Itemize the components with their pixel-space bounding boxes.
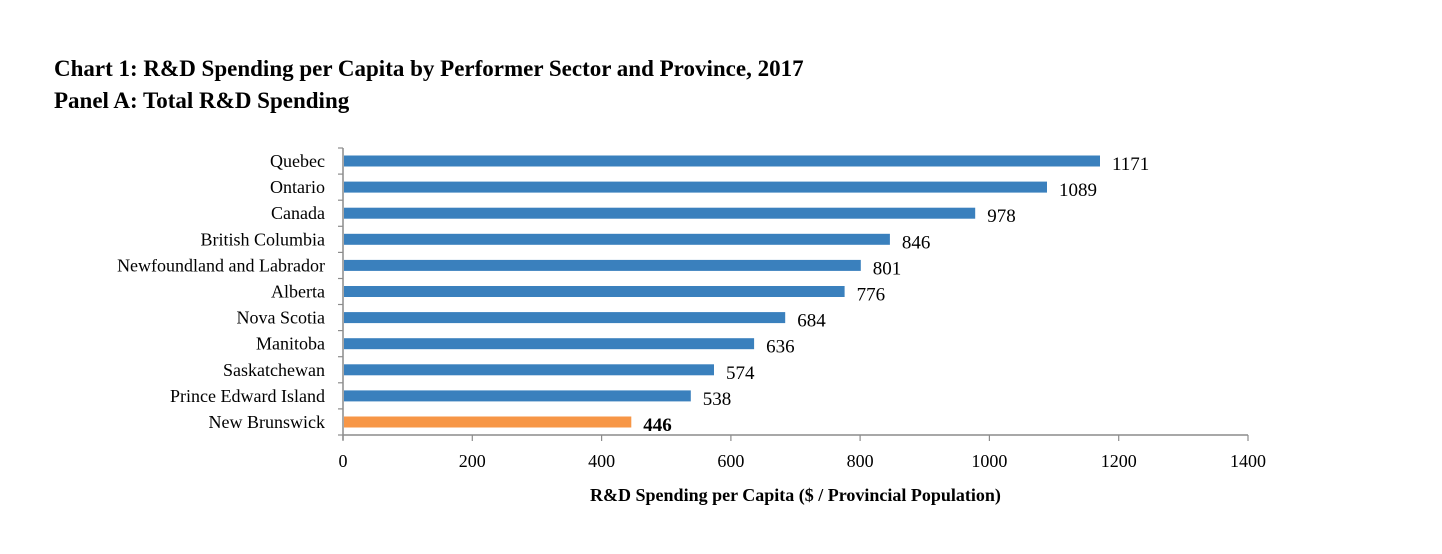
data-label: 636 [766, 337, 795, 358]
category-label: Manitoba [256, 334, 325, 354]
bar-saskatchewan [344, 364, 714, 376]
chart-subtitle: Panel A: Total R&D Spending [54, 88, 350, 113]
x-tick-label: 1200 [1101, 451, 1137, 471]
category-label: Newfoundland and Labrador [117, 255, 325, 275]
bar-newfoundland-and-labrador [344, 259, 861, 271]
category-labels: Quebec Ontario Canada British Columbia Newfo… [117, 151, 325, 432]
category-label: Alberta [271, 282, 325, 302]
x-tick-label: 600 [717, 451, 744, 471]
chart-title: Chart 1: R&D Spending per Capita by Perf… [54, 56, 804, 81]
category-label: Ontario [270, 177, 325, 197]
x-tick-labels: 0 200 400 600 800 1000 1200 1400 [339, 451, 1267, 471]
data-label: 1089 [1059, 180, 1097, 201]
x-tick-label: 400 [588, 451, 615, 471]
x-tick-label: 800 [847, 451, 874, 471]
bar-british-columbia [344, 233, 890, 245]
axes [338, 147, 1249, 441]
x-tick-label: 1000 [971, 451, 1007, 471]
category-label: British Columbia [200, 229, 325, 249]
bar-alberta [344, 286, 845, 297]
data-label: 574 [726, 363, 755, 384]
data-label: 978 [987, 206, 1016, 227]
data-label: 776 [857, 285, 886, 306]
x-tick-label: 1400 [1230, 451, 1266, 471]
data-label: 846 [902, 232, 931, 253]
bar-quebec [344, 155, 1100, 167]
data-label: 801 [873, 258, 902, 279]
bar-manitoba [344, 338, 755, 350]
category-label: Quebec [270, 151, 325, 171]
bars-group [344, 155, 1100, 428]
bar-ontario [344, 181, 1047, 193]
data-label: 1171 [1112, 154, 1149, 175]
bar-nova-scotia [344, 312, 786, 324]
category-label: Nova Scotia [237, 308, 325, 328]
bar-prince-edward-island [344, 390, 691, 402]
bar-canada [344, 207, 976, 219]
x-axis-title: R&D Spending per Capita ($ / Provincial … [590, 485, 1001, 506]
x-tick-label: 200 [459, 451, 486, 471]
bar-new-brunswick [344, 416, 632, 428]
category-label: Saskatchewan [223, 360, 325, 380]
data-label: 684 [797, 311, 826, 332]
x-tick-label: 0 [339, 451, 348, 471]
category-label: Prince Edward Island [170, 386, 325, 406]
data-label: 538 [703, 389, 732, 410]
data-label: 446 [643, 415, 672, 436]
category-label: Canada [271, 203, 325, 223]
category-label: New Brunswick [209, 412, 325, 432]
chart-titles: Chart 1: R&D Spending per Capita by Perf… [54, 53, 804, 117]
